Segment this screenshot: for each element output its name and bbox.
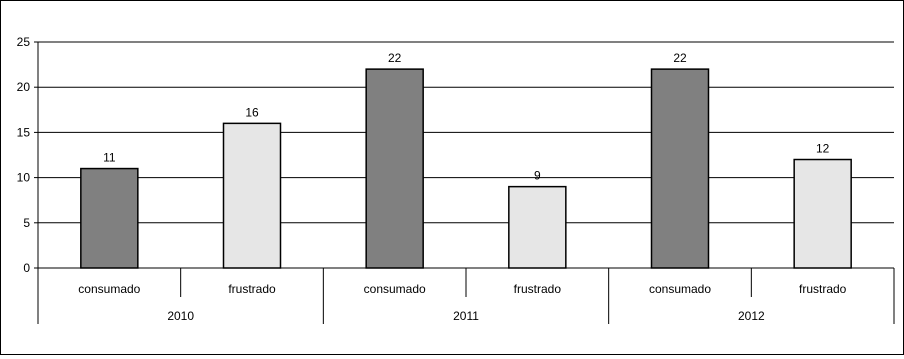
data-label: 16 <box>245 105 259 119</box>
data-label: 22 <box>673 51 687 65</box>
data-label: 11 <box>103 151 116 165</box>
y-tick-label: 10 <box>17 171 31 185</box>
y-tick-label: 0 <box>23 261 30 275</box>
y-tick-label: 20 <box>17 80 31 94</box>
category-label: consumado <box>364 282 426 296</box>
bar-frustrado-2011 <box>508 185 567 269</box>
bar-consumado-2010 <box>80 167 139 269</box>
group-label: 2012 <box>738 309 765 323</box>
data-label: 12 <box>816 142 830 156</box>
category-label: frustrado <box>228 282 276 296</box>
group-label: 2011 <box>453 309 479 323</box>
data-label: 22 <box>388 51 402 65</box>
category-label: consumado <box>78 282 140 296</box>
y-tick-label: 15 <box>17 125 31 139</box>
bar-consumado-2012 <box>650 68 710 269</box>
y-tick-label: 5 <box>23 216 30 230</box>
bar-frustrado-2010 <box>222 122 282 269</box>
category-label: frustrado <box>799 282 847 296</box>
bar-consumado-2011 <box>365 68 424 269</box>
group-label: 2010 <box>167 309 194 323</box>
y-tick-label: 25 <box>17 35 31 49</box>
data-label: 9 <box>534 169 541 183</box>
category-label: consumado <box>649 282 711 296</box>
category-label: frustrado <box>514 282 562 296</box>
bar-frustrado-2012 <box>793 158 852 269</box>
